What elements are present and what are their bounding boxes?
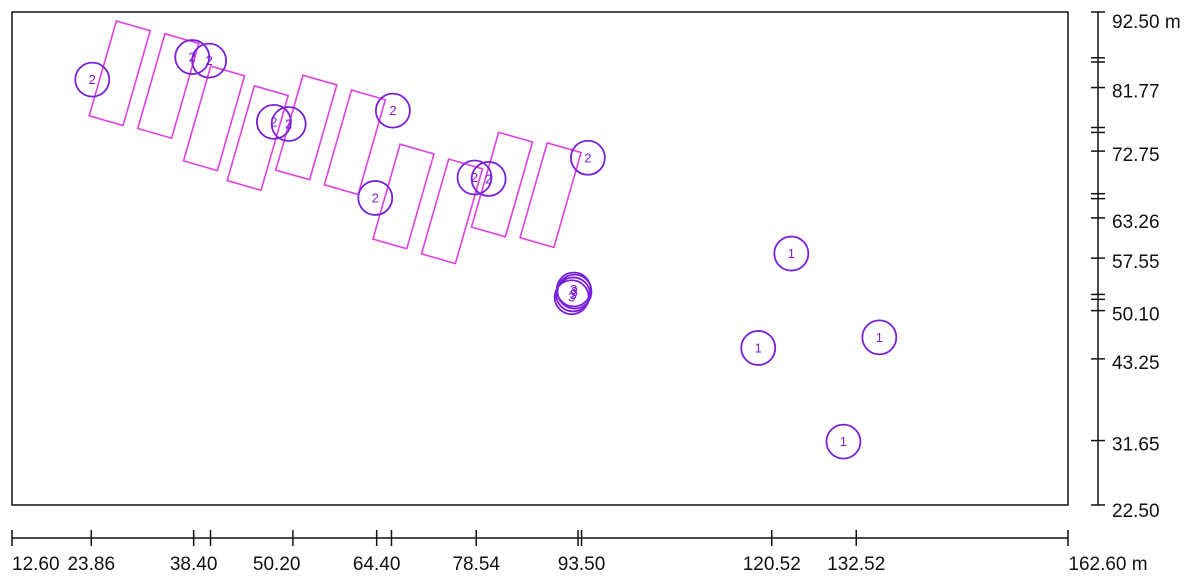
panel-rectangle xyxy=(136,32,200,140)
circle-marker-ring xyxy=(374,92,411,129)
circle-marker: 2 xyxy=(569,139,606,176)
circle-marker-ring xyxy=(270,106,307,142)
circle-marker-label: 2 xyxy=(372,190,379,205)
plot-frame xyxy=(11,11,1069,506)
circle-marker-label: 3 xyxy=(569,287,576,302)
x-tick-label: 120.52 xyxy=(743,554,801,575)
circle-marker: 2 xyxy=(255,103,292,140)
y-tick-label: 22.50 xyxy=(1112,501,1160,522)
x-tick-label: 64.40 xyxy=(353,554,401,575)
circle-marker: 2 xyxy=(374,92,411,129)
circle-marker: 2 xyxy=(470,161,507,197)
circle-marker-ring xyxy=(773,235,810,272)
circle-marker: 1 xyxy=(773,235,810,272)
circle-marker-label: 2 xyxy=(270,114,277,129)
circle-marker: 1 xyxy=(740,330,777,366)
circle-marker-label: 2 xyxy=(471,170,478,185)
y-tick-label: 43.25 xyxy=(1112,353,1160,374)
circle-marker-label: 2 xyxy=(485,171,492,186)
circle-marker: 3 xyxy=(553,279,590,316)
circle-marker-ring xyxy=(456,159,493,196)
circle-marker-label: 1 xyxy=(788,246,795,261)
circle-marker-ring xyxy=(470,161,507,197)
circle-marker-ring xyxy=(174,39,211,75)
x-tick-label: 78.54 xyxy=(452,554,500,575)
circle-marker: 1 xyxy=(825,423,862,460)
panel-rectangle xyxy=(274,74,338,181)
circle-marker-label: 3 xyxy=(571,284,578,299)
circle-marker-ring xyxy=(861,319,898,356)
x-tick-label: 162.60 m xyxy=(1068,554,1147,575)
y-tick-label: 72.75 xyxy=(1112,145,1160,166)
y-tick-label: 63.26 xyxy=(1112,212,1160,233)
x-axis: 12.60 23.86 38.40 50.20 64.40 78.54 93.50 120.5… xyxy=(11,530,1148,575)
circle-marker-ring xyxy=(555,276,591,313)
circle-marker-label: 1 xyxy=(840,434,847,449)
circle-marker-label: 2 xyxy=(584,150,591,165)
circle-marker-label: 3 xyxy=(570,282,577,297)
circle-marker-label: 3 xyxy=(568,290,575,305)
circle-marker: 2 xyxy=(191,42,228,79)
circle-marker-ring xyxy=(740,330,777,366)
panel-rectangle xyxy=(182,65,246,172)
rectangle-layer xyxy=(88,20,583,265)
circle-marker-ring xyxy=(357,180,394,216)
circle-marker-ring xyxy=(553,279,590,316)
x-tick-label: 12.60 xyxy=(12,554,60,575)
circle-marker-label: 1 xyxy=(876,330,883,345)
circle-marker: 3 xyxy=(555,276,591,313)
y-axis: 92.50 m 81.77 72.75 63.26 57.55 50.10 43.25 31.… xyxy=(1091,11,1181,522)
circle-marker-ring xyxy=(569,139,606,176)
y-tick-label: 31.65 xyxy=(1112,435,1160,456)
x-tick-label: 38.40 xyxy=(170,554,218,575)
y-tick-label: 50.10 xyxy=(1112,305,1160,326)
circle-marker-ring xyxy=(74,61,111,98)
circle-marker: 2 xyxy=(456,159,493,196)
circle-marker: 2 xyxy=(357,180,394,216)
circle-marker-label: 2 xyxy=(285,116,292,131)
circle-marker-label: 2 xyxy=(389,103,396,118)
circle-marker-ring xyxy=(825,423,862,460)
circle-marker: 2 xyxy=(74,61,111,98)
circle-marker: 2 xyxy=(270,106,307,142)
circle-marker-label: 2 xyxy=(206,53,213,68)
circle-marker-ring xyxy=(255,103,292,140)
panel-rectangle xyxy=(470,131,534,238)
circle-marker-label: 1 xyxy=(755,340,762,355)
x-tick-label: 132.52 xyxy=(827,554,885,575)
panel-rectangle xyxy=(519,141,583,249)
circle-marker: 1 xyxy=(861,319,898,356)
panel-rectangle xyxy=(323,89,387,196)
circle-marker-ring xyxy=(556,273,593,310)
y-tick-label: 92.50 m xyxy=(1112,12,1181,33)
x-tick-label: 50.20 xyxy=(253,554,301,575)
y-tick-label: 81.77 xyxy=(1112,82,1160,103)
panel-rectangle xyxy=(226,84,290,192)
x-tick-label: 93.50 xyxy=(558,554,606,575)
y-tick-label: 57.55 xyxy=(1112,252,1160,273)
x-tick-label: 23.86 xyxy=(67,554,115,575)
circle-marker-ring xyxy=(191,42,228,79)
circle-marker-label: 2 xyxy=(89,72,96,87)
panel-rectangle xyxy=(88,20,152,127)
panel-rectangle xyxy=(371,143,435,250)
circle-marker: 3 xyxy=(556,273,593,310)
